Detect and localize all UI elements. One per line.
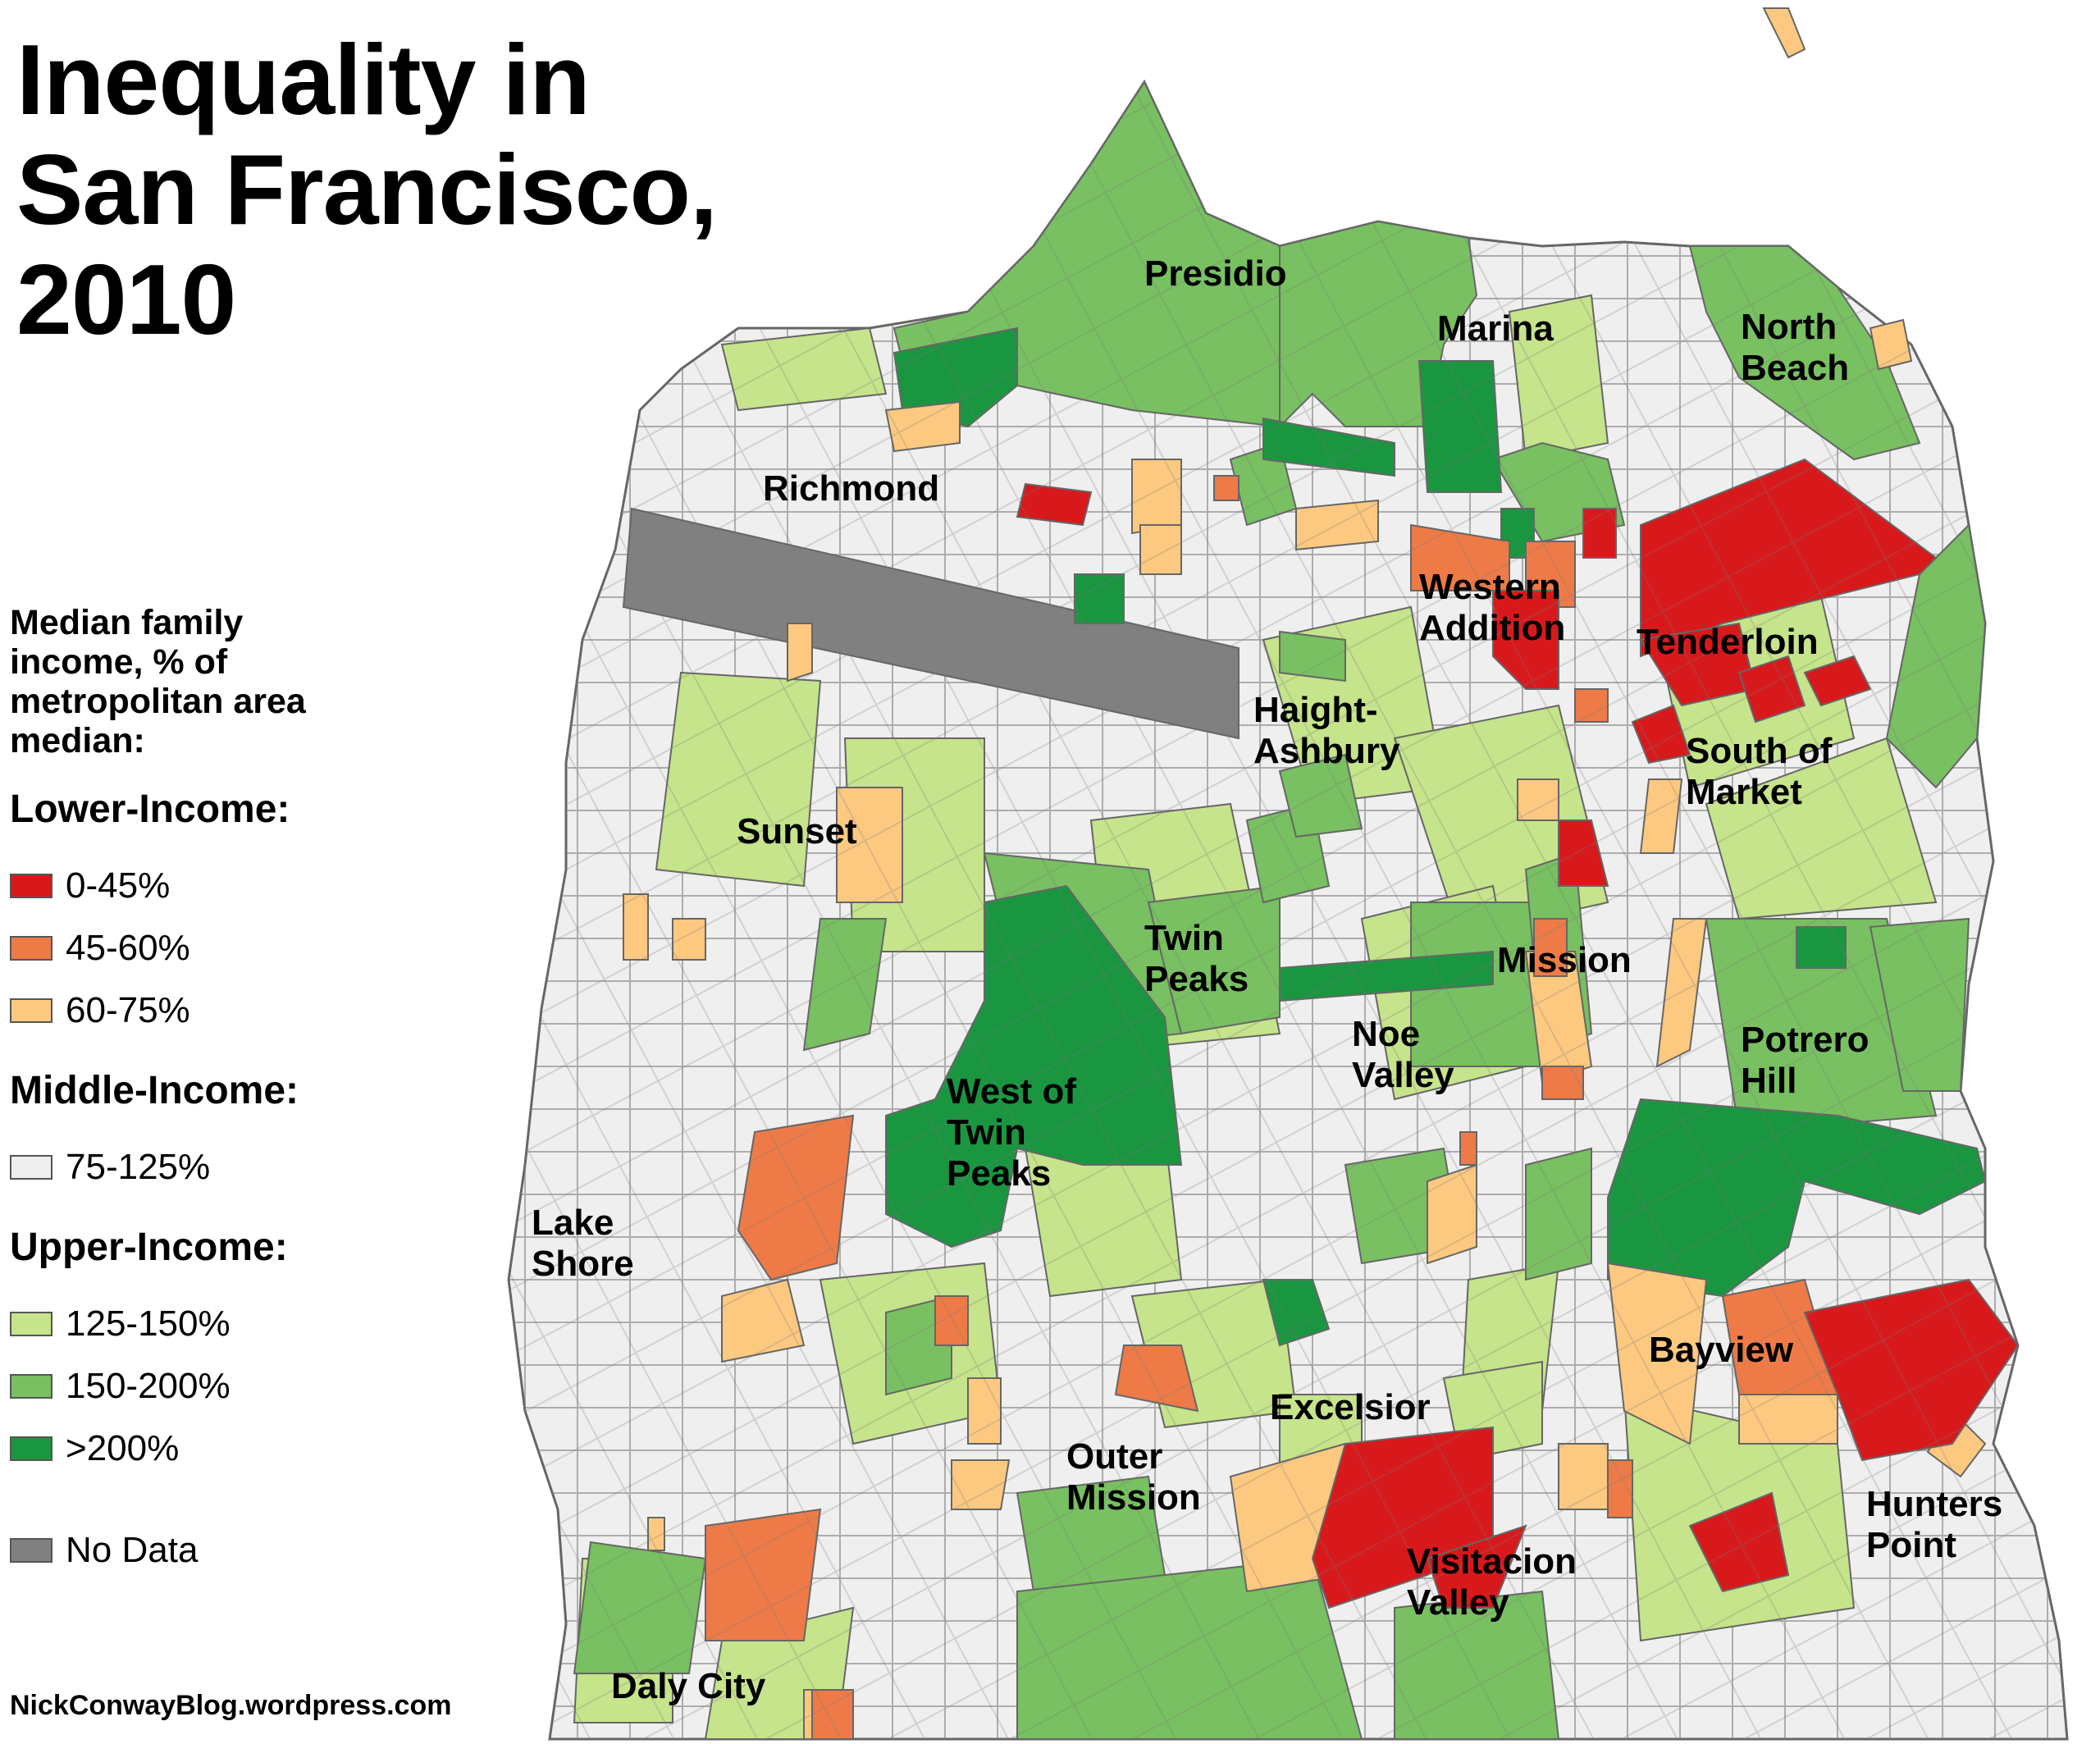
neighborhood-label-line: West of xyxy=(947,1071,1076,1112)
neighborhood-label-line: Beach xyxy=(1741,348,1849,388)
legend-heading-line: median: xyxy=(10,721,145,760)
neighborhood-label-line: Shore xyxy=(532,1244,634,1284)
neighborhood-label-line: Daly City xyxy=(611,1666,766,1706)
neighborhood-label: Hunters Point xyxy=(1866,1484,2002,1565)
neighborhood-label-line: Peaks xyxy=(947,1153,1051,1194)
legend-label: No Data xyxy=(66,1530,199,1570)
legend-groups: Lower-Income: 0-45% 45-60% 60-75% Middle-Inc… xyxy=(10,787,371,1480)
neighborhood-label-line: Haight- xyxy=(1253,690,1378,730)
legend-swatch xyxy=(10,1312,52,1336)
neighborhood-label-line: Richmond xyxy=(763,468,939,509)
map-title: Inequality in San Francisco, 2010 xyxy=(16,25,837,354)
title-line: Inequality in xyxy=(16,24,591,135)
neighborhood-label: Bayview xyxy=(1649,1330,1794,1370)
neighborhood-label-line: North xyxy=(1741,307,1837,347)
neighborhood-label: Presidio xyxy=(1144,253,1287,294)
neighborhood-label-line: Mission xyxy=(1066,1477,1201,1518)
neighborhood-label: Western Addition xyxy=(1419,567,1565,648)
legend-swatch xyxy=(10,874,52,898)
legend-heading-line: income, % of xyxy=(10,642,228,682)
legend-swatch xyxy=(10,936,52,961)
neighborhood-label: Twin Peaks xyxy=(1144,918,1249,999)
neighborhood-label-line: Marina xyxy=(1437,308,1554,349)
legend-label: >200% xyxy=(66,1428,180,1468)
legend-swatch xyxy=(10,998,52,1023)
neighborhood-label: South of Market xyxy=(1686,731,1833,812)
neighborhood-label-line: South of xyxy=(1686,731,1833,771)
neighborhood-label-line: Presidio xyxy=(1144,253,1287,294)
neighborhood-label: Richmond xyxy=(763,468,939,509)
legend-item: 125-150% xyxy=(10,1293,371,1355)
neighborhood-label: Daly City xyxy=(611,1666,766,1706)
legend-item: 150-200% xyxy=(10,1355,371,1418)
legend-heading-line: metropolitan area xyxy=(10,682,306,721)
legend-group-title: Middle-Income: xyxy=(10,1069,299,1112)
neighborhood-label-line: Sunset xyxy=(737,811,857,851)
neighborhood-label: Sunset xyxy=(737,811,857,851)
legend-label: 125-150% xyxy=(66,1303,231,1344)
neighborhood-label-line: Lake xyxy=(532,1203,614,1243)
neighborhood-label: Tenderloin xyxy=(1637,622,1819,662)
legend-group-title: Upper-Income: xyxy=(10,1226,288,1269)
credit-text: NickConwayBlog.wordpress.com xyxy=(10,1690,452,1721)
legend-item: 45-60% xyxy=(10,917,371,979)
neighborhood-label-line: Market xyxy=(1686,772,1802,812)
neighborhood-label-line: Excelsior xyxy=(1270,1387,1431,1427)
neighborhood-label-line: Hill xyxy=(1741,1061,1796,1101)
legend-item: 75-125% xyxy=(10,1136,371,1198)
neighborhood-label-line: Western xyxy=(1419,567,1561,607)
neighborhood-label-line: Valley xyxy=(1407,1582,1509,1623)
neighborhood-label-line: Potrero xyxy=(1741,1020,1869,1060)
neighborhood-label-line: Bayview xyxy=(1649,1330,1794,1370)
neighborhood-label: Noe Valley xyxy=(1352,1014,1454,1095)
map-legend: Median family income, % of metropolitan … xyxy=(10,603,371,1582)
neighborhood-label-line: Noe xyxy=(1352,1014,1420,1054)
title-line: 2010 xyxy=(16,244,236,355)
legend-heading-line: Median family xyxy=(10,603,244,642)
neighborhood-label-line: Mission xyxy=(1497,940,1632,980)
neighborhood-label: Mission xyxy=(1497,940,1632,980)
neighborhood-label-line: Addition xyxy=(1419,608,1565,648)
legend-item: 0-45% xyxy=(10,855,371,917)
legend-swatch xyxy=(10,1374,52,1399)
neighborhood-label-line: Visitacion xyxy=(1407,1541,1577,1582)
neighborhood-label: Visitacion Valley xyxy=(1407,1541,1577,1623)
title-line: San Francisco, xyxy=(16,134,718,245)
neighborhood-label: Marina xyxy=(1437,308,1554,349)
neighborhood-label-line: Point xyxy=(1866,1525,1956,1565)
neighborhood-label: Haight-Ashbury xyxy=(1253,690,1400,771)
neighborhood-label: Excelsior xyxy=(1270,1387,1431,1427)
legend-item: >200% xyxy=(10,1418,371,1480)
neighborhood-label-line: Tenderloin xyxy=(1637,622,1819,662)
neighborhood-label: Outer Mission xyxy=(1066,1436,1201,1518)
legend-label: 45-60% xyxy=(66,928,190,968)
legend-label: 150-200% xyxy=(66,1366,231,1406)
legend-group-title: Lower-Income: xyxy=(10,788,290,831)
legend-heading: Median family income, % of metropolitan … xyxy=(10,603,371,760)
neighborhood-label-line: Twin xyxy=(1144,918,1224,958)
legend-swatch xyxy=(10,1436,52,1461)
neighborhood-label-line: Hunters xyxy=(1866,1484,2002,1524)
legend-label: 75-125% xyxy=(66,1147,211,1187)
neighborhood-label-line: Peaks xyxy=(1144,959,1249,999)
neighborhood-label: North Beach xyxy=(1741,307,1849,388)
neighborhood-label: West of Twin Peaks xyxy=(947,1071,1076,1194)
legend-label: 0-45% xyxy=(66,865,171,906)
legend-swatch xyxy=(10,1155,52,1180)
legend-swatch xyxy=(10,1538,52,1563)
neighborhood-label-line: Outer xyxy=(1066,1436,1162,1477)
neighborhood-label: Potrero Hill xyxy=(1741,1020,1869,1101)
legend-label: 60-75% xyxy=(66,990,190,1030)
legend-item-no-data: No Data xyxy=(10,1519,371,1582)
neighborhood-label-line: Valley xyxy=(1352,1055,1454,1095)
neighborhood-label-line: Twin xyxy=(947,1112,1026,1153)
neighborhood-label-line: Ashbury xyxy=(1253,731,1400,771)
legend-item: 60-75% xyxy=(10,979,371,1042)
neighborhood-label: Lake Shore xyxy=(532,1203,634,1284)
